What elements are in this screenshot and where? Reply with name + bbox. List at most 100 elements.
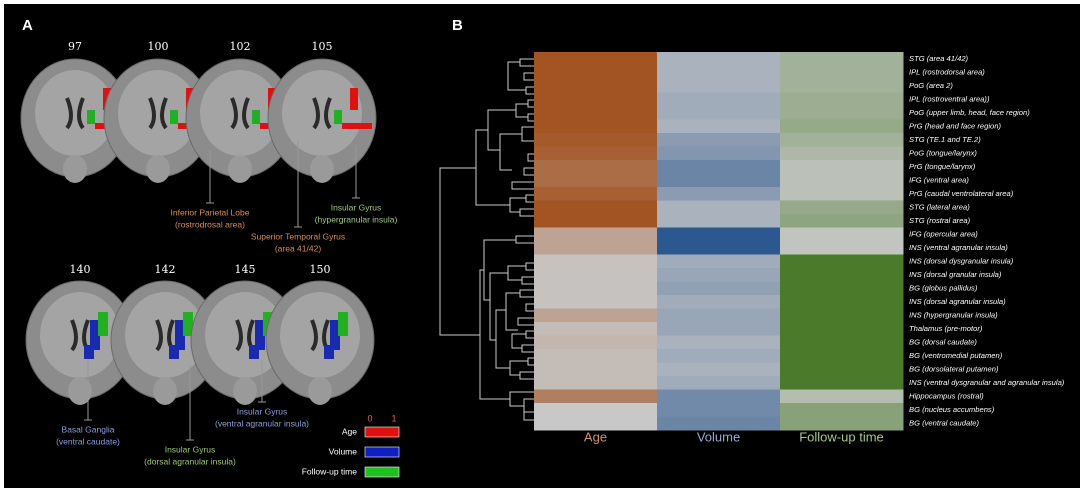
- heat-cell: [780, 173, 904, 188]
- heat-cell: [534, 254, 658, 269]
- heat-cell: [780, 335, 904, 350]
- heat-cell: [534, 133, 658, 147]
- row-label: BG (globus pallidus): [909, 283, 978, 292]
- annotation-subtitle: (hypergranular insula): [315, 214, 398, 224]
- brain-inner: [35, 70, 115, 156]
- brain-slices: [20, 58, 377, 405]
- row-label: INS (hypergranular insula): [909, 310, 998, 319]
- heat-cell: [657, 281, 781, 296]
- heat-cell: [534, 92, 658, 107]
- slice-number: 142: [155, 263, 176, 276]
- heat-cell: [534, 322, 658, 336]
- annotation-title: Inferior Parietal Lobe: [171, 207, 250, 217]
- heat-cell: [780, 52, 904, 66]
- activation: [342, 123, 372, 129]
- row-label: BG (nucleus accumbens): [909, 405, 995, 414]
- heat-cell: [780, 133, 904, 147]
- heat-cell: [657, 389, 781, 404]
- heat-cell: [657, 376, 781, 390]
- row-label: BG (ventral caudate): [909, 418, 980, 427]
- activation: [170, 110, 178, 124]
- heat-cell: [534, 403, 658, 417]
- heat-cell: [534, 268, 658, 282]
- activation: [338, 312, 348, 336]
- legend-label: Volume: [329, 446, 358, 456]
- heat-cell: [657, 160, 781, 174]
- heat-cell: [780, 322, 904, 336]
- brain-stem: [228, 155, 252, 183]
- activation: [175, 320, 185, 350]
- heat-cell: [780, 376, 904, 390]
- heat-cell: [780, 146, 904, 161]
- heat-cell: [534, 416, 658, 431]
- heat-cell: [780, 362, 904, 377]
- row-label: INS (dorsal dysgranular insula): [909, 256, 1014, 265]
- heat-cell: [657, 52, 781, 66]
- heat-cell: [657, 227, 781, 242]
- row-label: INS (ventral dysgranular and agranular i…: [909, 378, 1065, 387]
- slice-number: 100: [148, 40, 169, 53]
- heat-cell: [657, 295, 781, 309]
- heat-cell: [780, 160, 904, 174]
- heat-cell: [657, 79, 781, 93]
- annotation-subtitle: (dorsal agranular insula): [144, 456, 236, 466]
- legend-tick: 0: [367, 413, 372, 423]
- annotation-title: Insular Gyrus: [331, 202, 382, 212]
- heat-cell: [780, 65, 904, 80]
- heat-cell: [534, 173, 658, 188]
- annotation-title: Superior Temporal Gyrus: [251, 231, 345, 241]
- slice-number: 97: [68, 40, 82, 53]
- row-label: PrG (head and face region): [909, 121, 1001, 130]
- heat-cell: [780, 214, 904, 228]
- heat-cell: [780, 349, 904, 363]
- row-label: BG (ventromedial putamen): [909, 351, 1003, 360]
- annotation-subtitle: (ventral agranular insula): [215, 418, 309, 428]
- heat-cell: [657, 106, 781, 120]
- heat-cell: [657, 92, 781, 107]
- row-label: INS (dorsal granular insula): [909, 270, 1002, 279]
- heat-cell: [780, 227, 904, 242]
- heat-cell: [534, 389, 658, 404]
- slice-number: 145: [235, 263, 256, 276]
- heat-cell: [780, 79, 904, 93]
- row-label: Thalamus (pre-motor): [909, 324, 983, 333]
- row-label: IFG (opercular area): [909, 229, 978, 238]
- annotation-title: Insular Gyrus: [237, 406, 288, 416]
- heat-cell: [534, 227, 658, 242]
- heat-cell: [534, 187, 658, 201]
- row-label: IPL (rostroventral area)): [909, 94, 990, 103]
- heat-cell: [534, 362, 658, 377]
- heat-cell: [657, 268, 781, 282]
- legend-tick: 1: [391, 413, 396, 423]
- heat-cell: [780, 403, 904, 417]
- heat-cell: [657, 146, 781, 161]
- heat-cell: [780, 106, 904, 120]
- heat-cell: [780, 268, 904, 282]
- row-label: IFG (ventral area): [909, 175, 969, 184]
- heat-cell: [657, 133, 781, 147]
- heat-cell: [780, 295, 904, 309]
- ventricle: [148, 97, 168, 130]
- brain-stem: [310, 155, 334, 183]
- annotation-title: Basal Ganglia: [62, 424, 115, 434]
- row-label: PoG (tongue/larynx): [909, 148, 977, 157]
- heat-cell: [534, 52, 658, 66]
- heat-cell: [657, 362, 781, 377]
- brain-stem: [68, 377, 92, 405]
- row-label: BG (dorsal caudate): [909, 337, 977, 346]
- ventricle: [230, 97, 250, 130]
- slice-number: 150: [310, 263, 331, 276]
- activation: [249, 345, 259, 359]
- heat-cell: [534, 335, 658, 350]
- heat-cell: [657, 308, 781, 323]
- activation: [334, 110, 342, 124]
- activation: [183, 312, 193, 336]
- column-label: Volume: [697, 429, 740, 444]
- panel-label: A: [22, 17, 33, 34]
- heat-cell: [780, 389, 904, 404]
- row-label: PrG (tongue/larynx): [909, 162, 976, 171]
- heat-cell: [657, 416, 781, 431]
- activation: [324, 345, 334, 359]
- heat-cell: [780, 281, 904, 296]
